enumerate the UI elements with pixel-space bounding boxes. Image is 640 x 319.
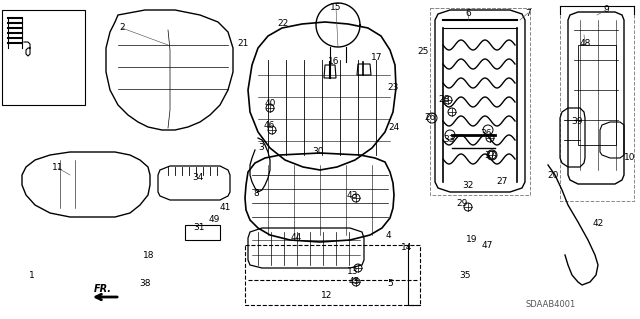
Bar [430,8,530,195]
Text: 33: 33 [444,136,455,145]
Text: 7: 7 [525,9,531,18]
Text: 13: 13 [348,268,359,277]
Text: 29: 29 [456,198,468,207]
Text: 38: 38 [140,278,151,287]
Text: 45: 45 [348,278,360,286]
Text: 27: 27 [496,176,508,186]
Text: 4: 4 [385,231,391,240]
Text: 35: 35 [460,271,471,279]
Text: 12: 12 [321,291,333,300]
Text: 1: 1 [29,271,35,280]
Text: 40: 40 [264,99,276,108]
Text: 47: 47 [481,241,493,250]
Text: 46: 46 [263,122,275,130]
Text: FR.: FR. [94,284,112,294]
Text: 19: 19 [467,235,477,244]
Bar [245,245,420,305]
Text: 14: 14 [401,243,413,253]
Text: 34: 34 [192,173,204,182]
Text: 2: 2 [119,24,125,33]
Bar [560,6,634,201]
Text: 44: 44 [291,233,301,241]
Text: SDAAB4001: SDAAB4001 [525,300,575,309]
Text: 30: 30 [312,147,324,157]
Text: 25: 25 [417,48,429,56]
Text: 48: 48 [579,40,591,48]
Text: 22: 22 [277,19,289,27]
Text: 5: 5 [387,278,393,287]
Text: 10: 10 [624,153,636,162]
Text: 31: 31 [193,224,205,233]
Text: 18: 18 [143,250,155,259]
Text: 28: 28 [438,95,450,105]
Text: 21: 21 [237,39,249,48]
Text: 23: 23 [387,83,399,92]
Text: 26: 26 [424,114,436,122]
Text: 49: 49 [208,216,220,225]
Bar [578,45,616,145]
Text: 17: 17 [371,53,383,62]
Text: 24: 24 [388,122,399,131]
Text: 8: 8 [253,189,259,198]
Text: 32: 32 [462,181,474,189]
Text: 37: 37 [484,151,496,160]
Text: 36: 36 [480,129,492,137]
Text: 41: 41 [220,204,230,212]
Text: 9: 9 [603,5,609,14]
Text: 42: 42 [593,219,604,228]
Text: 3: 3 [258,144,264,152]
Text: 11: 11 [52,164,64,173]
Text: 20: 20 [547,170,559,180]
Text: 6: 6 [465,9,471,18]
Text: 39: 39 [572,117,583,127]
Text: 16: 16 [328,57,340,66]
Text: 15: 15 [330,4,342,12]
Text: 43: 43 [346,190,358,199]
